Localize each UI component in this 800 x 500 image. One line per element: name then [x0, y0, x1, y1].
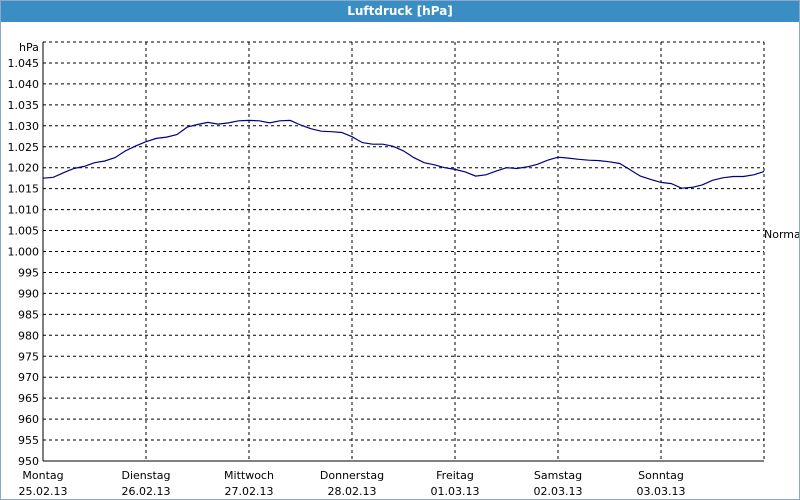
y-tick-label: 970 — [18, 371, 39, 384]
y-tick-label: 1.045 — [8, 57, 40, 70]
y-tick-label: 985 — [18, 308, 39, 321]
reference-line-label: Normal — [764, 228, 799, 241]
x-tick-day-label: Donnerstag — [320, 469, 384, 482]
x-tick-day-label: Freitag — [436, 469, 474, 482]
x-tick-date-label: 28.02.13 — [328, 485, 377, 498]
y-tick-label: 980 — [18, 329, 39, 342]
x-tick-date-label: 01.03.13 — [431, 485, 480, 498]
x-tick-date-label: 25.02.13 — [19, 485, 68, 498]
y-tick-label: 1.030 — [8, 120, 40, 133]
pressure-series-line — [42, 119, 765, 189]
x-tick-date-label: 02.03.13 — [534, 485, 583, 498]
y-tick-label: 955 — [18, 434, 39, 447]
y-tick-label: 965 — [18, 392, 39, 405]
y-tick-label: 975 — [18, 350, 39, 363]
pressure-chart: 950 955 960 965 970 975 980 985 990 995 1.000 1.005… — [8, 41, 800, 498]
y-tick-label: 950 — [18, 455, 39, 468]
y-tick-label: 995 — [18, 266, 39, 279]
x-tick-day-label: Sonntag — [638, 469, 684, 482]
x-tick-day-label: Dienstag — [121, 469, 170, 482]
y-tick-label: 1.025 — [8, 141, 40, 154]
x-tick-date-label: 27.02.13 — [225, 485, 274, 498]
y-tick-label: 1.020 — [8, 162, 40, 175]
x-tick-date-label: 26.02.13 — [122, 485, 171, 498]
y-tick-label: 1.040 — [8, 78, 40, 91]
y-tick-label: 1.015 — [8, 183, 40, 196]
x-tick-date-label: 03.03.13 — [637, 485, 686, 498]
y-tick-label: 1.010 — [8, 204, 40, 217]
y-tick-label: 1.005 — [8, 225, 40, 238]
y-tick-label: 1.035 — [8, 99, 40, 112]
chart-title: Luftdruck [hPa] — [1, 1, 799, 22]
y-tick-label: 990 — [18, 287, 39, 300]
y-tick-label: 960 — [18, 413, 39, 426]
y-axis-unit-label: hPa — [19, 41, 39, 54]
x-tick-day-label: Mittwoch — [224, 469, 274, 482]
x-tick-day-label: Samstag — [534, 469, 582, 482]
y-tick-label: 1.000 — [8, 246, 40, 259]
x-tick-day-label: Montag — [22, 469, 63, 482]
